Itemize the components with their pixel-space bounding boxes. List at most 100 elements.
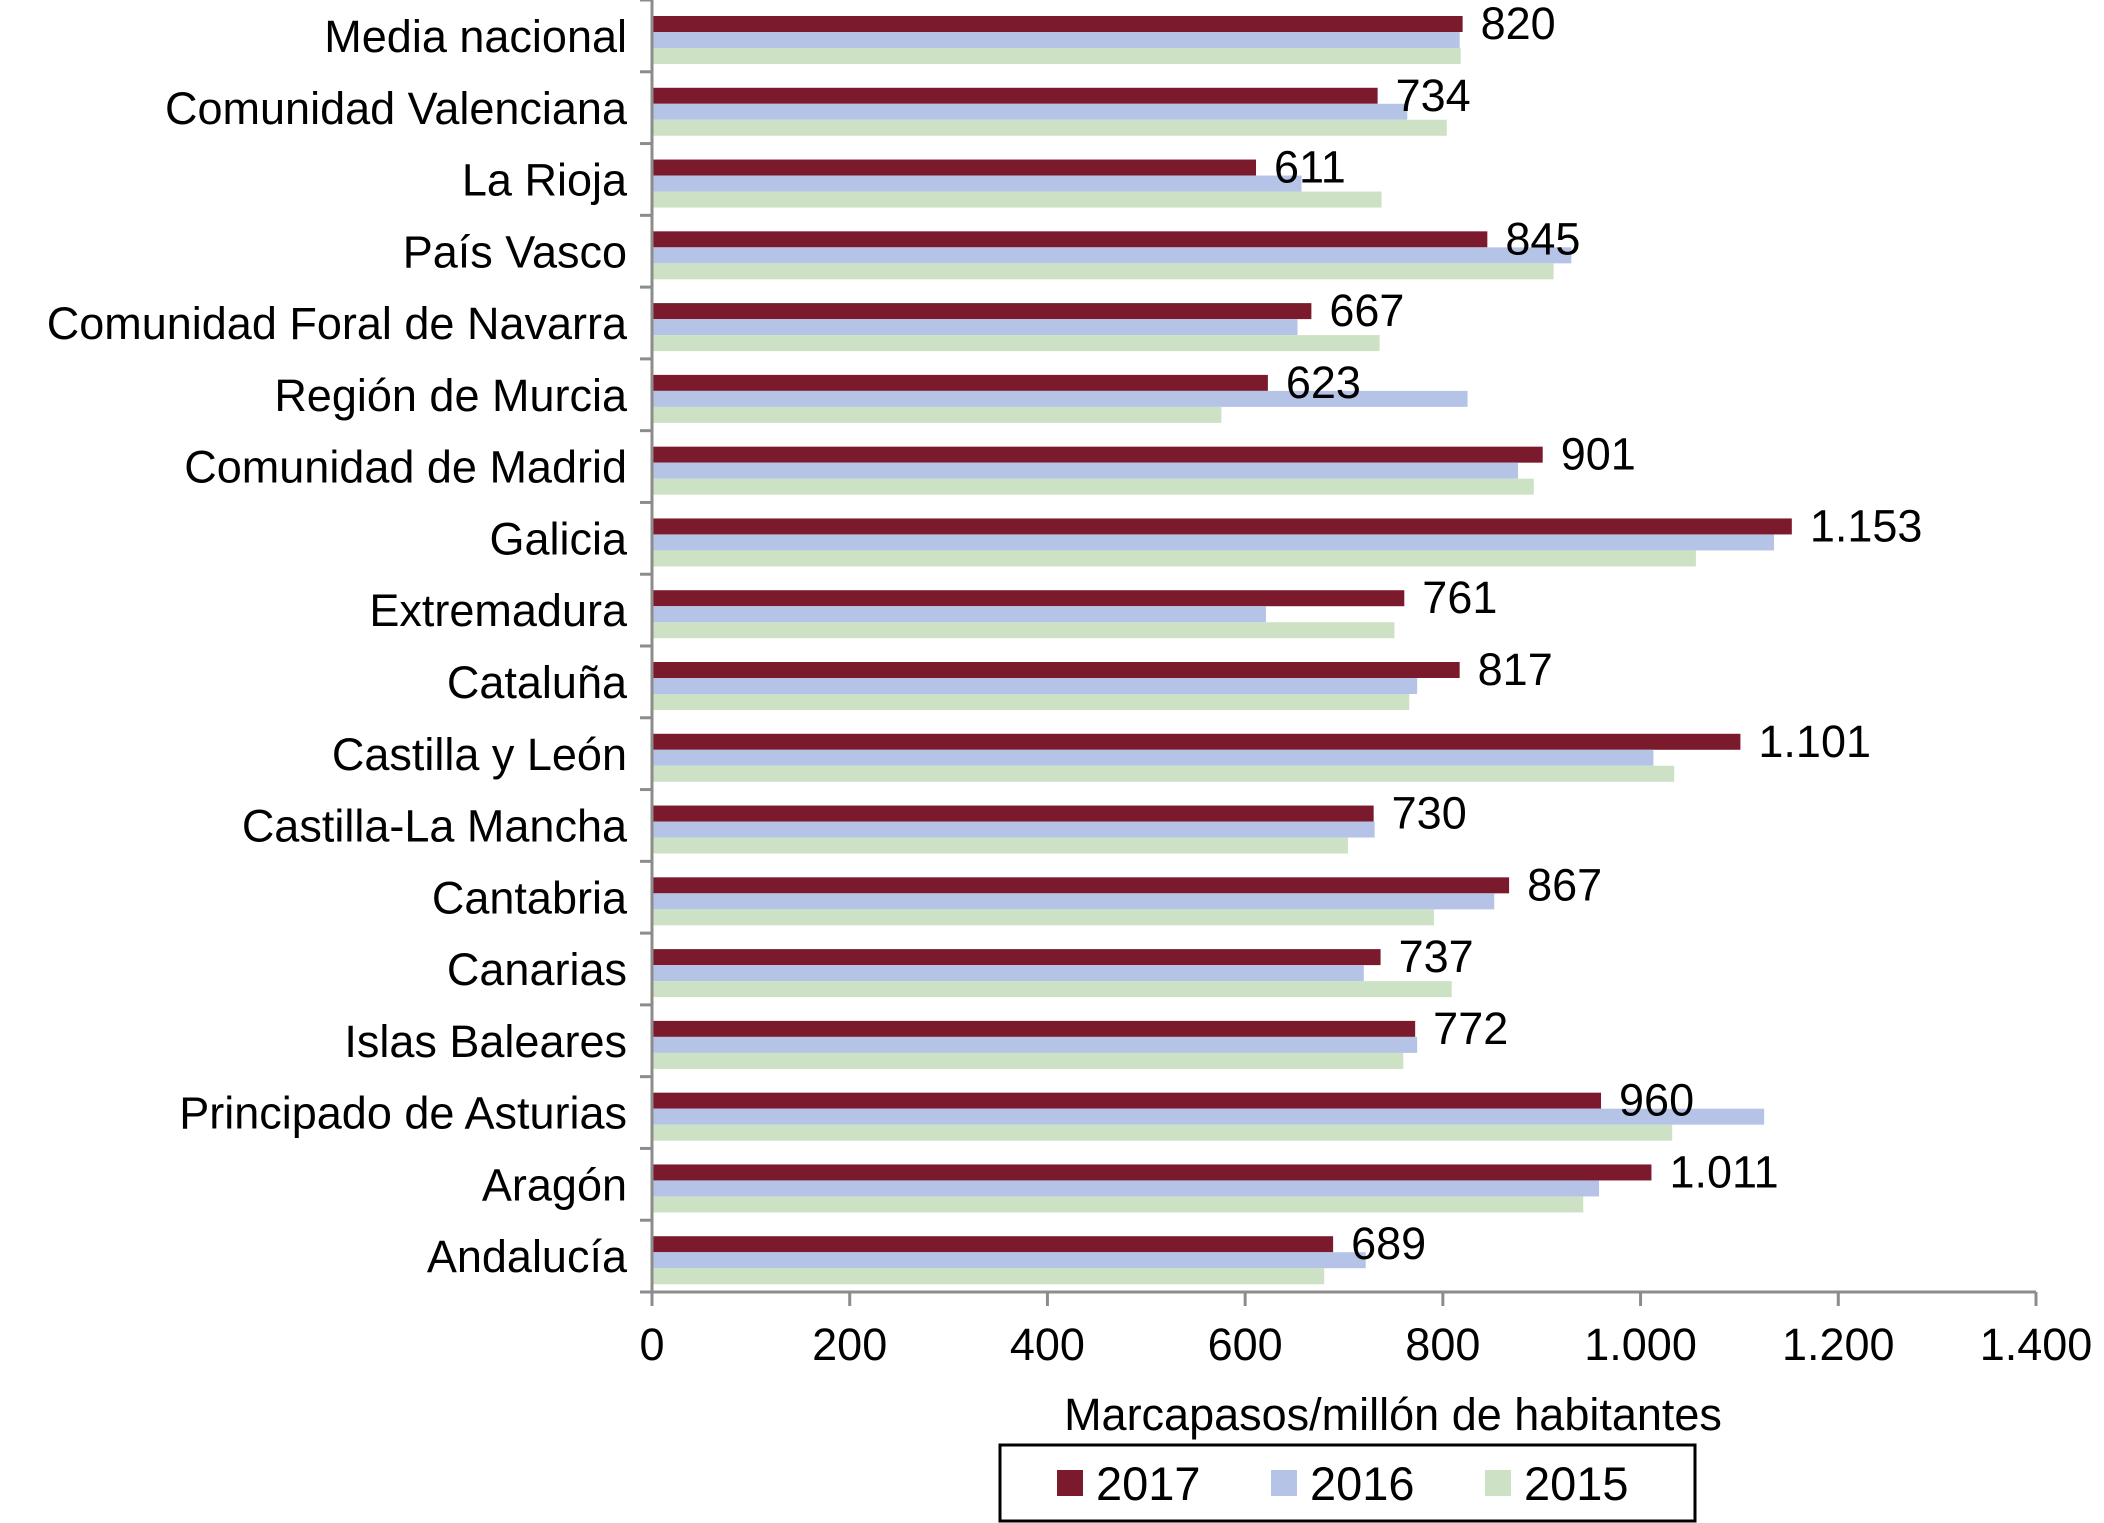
value-label-8: 761	[1422, 572, 1497, 623]
bar-2015-11	[652, 837, 1348, 854]
bar-2016-8	[652, 606, 1266, 623]
category-0-label: Media nacional	[324, 11, 627, 62]
bar-2017-3	[652, 231, 1488, 248]
bar-2015-9	[652, 694, 1410, 710]
category-3-label: País Vasco	[403, 226, 627, 277]
bar-2015-17	[652, 1268, 1325, 1285]
bar-2015-7	[652, 550, 1696, 567]
category-7-label: Galicia	[489, 513, 628, 564]
legend: 2017 2016 2015	[998, 1443, 1697, 1523]
bar-2016-11	[652, 821, 1375, 838]
bar-2016-6	[652, 462, 1518, 479]
bar-2015-8	[652, 622, 1395, 639]
legend-box	[998, 1443, 1697, 1523]
value-label-13: 737	[1399, 931, 1474, 982]
bar-2015-10	[652, 765, 1675, 782]
value-label-11: 730	[1392, 788, 1467, 839]
x-tick-label-4: 800	[1405, 1319, 1480, 1370]
value-label-4: 667	[1329, 285, 1404, 336]
bar-2017-9	[652, 662, 1460, 678]
category-9-label: Cataluña	[447, 657, 628, 708]
x-tick-label-0: 0	[639, 1319, 664, 1370]
x-tick-label-5: 1.000	[1584, 1319, 1697, 1370]
legend-swatch-2017	[1057, 1470, 1083, 1496]
value-label-2: 611	[1274, 142, 1346, 193]
bar-2016-1	[652, 103, 1408, 120]
bar-2017-2	[652, 159, 1257, 176]
category-13-label: Canarias	[447, 944, 627, 995]
bar-2015-16	[652, 1196, 1584, 1213]
bar-2017-17	[652, 1236, 1334, 1253]
bar-2017-13	[652, 949, 1381, 966]
bar-2016-2	[652, 175, 1302, 192]
bar-2016-16	[652, 1180, 1600, 1197]
legend-swatch-2016	[1271, 1470, 1297, 1496]
x-tick-label-2: 400	[1010, 1319, 1085, 1370]
category-11-label: Castilla-La Mancha	[242, 801, 628, 852]
bar-2017-10	[652, 733, 1741, 750]
x-tick-label-1: 200	[812, 1319, 887, 1370]
bar-2016-15	[652, 1108, 1765, 1125]
x-axis-title: Marcapasos/millón de habitantes	[1064, 1389, 1722, 1440]
value-label-7: 1.153	[1810, 500, 1923, 551]
bar-2017-6	[652, 446, 1543, 463]
bar-2015-12	[652, 909, 1434, 926]
legend-label-2017: 2017	[1096, 1457, 1201, 1510]
bar-2017-5	[652, 374, 1268, 391]
value-label-9: 817	[1478, 644, 1553, 695]
x-tick-label-7: 1.400	[1980, 1319, 2093, 1370]
bar-2017-12	[652, 877, 1510, 894]
value-label-10: 1.101	[1758, 716, 1871, 767]
legend-swatch-2015	[1485, 1470, 1511, 1496]
category-16-label: Aragón	[482, 1159, 627, 1210]
category-15-label: Principado de Asturias	[179, 1088, 627, 1139]
bar-2017-16	[652, 1164, 1652, 1181]
bar-2017-4	[652, 303, 1312, 320]
bar-2017-0	[652, 16, 1463, 32]
bar-2016-13	[652, 965, 1364, 982]
category-4-label: Comunidad Foral de Navarra	[47, 298, 628, 349]
value-label-12: 867	[1527, 859, 1602, 910]
bar-2016-0	[652, 32, 1460, 48]
bar-2016-14	[652, 1036, 1418, 1053]
axes-layer	[640, 0, 2038, 1306]
value-label-0: 820	[1481, 0, 1556, 49]
bar-2015-2	[652, 191, 1382, 208]
bar-2015-15	[652, 1124, 1673, 1141]
category-6-label: Comunidad de Madrid	[184, 442, 627, 493]
labels-layer: Media nacional 820 Comunidad Valenciana 734…	[47, 0, 2093, 1370]
bar-2016-9	[652, 678, 1418, 694]
legend-label-2015: 2015	[1524, 1457, 1629, 1510]
category-8-label: Extremadura	[369, 585, 628, 636]
value-label-3: 845	[1505, 213, 1580, 264]
category-5-label: Región de Murcia	[274, 370, 628, 421]
x-tick-label-3: 600	[1208, 1319, 1283, 1370]
category-2-label: La Rioja	[462, 155, 628, 206]
value-label-1: 734	[1396, 70, 1471, 121]
bar-2017-14	[652, 1020, 1416, 1037]
bar-2017-8	[652, 590, 1405, 607]
bar-2015-4	[652, 335, 1380, 352]
category-12-label: Cantabria	[432, 872, 628, 923]
bar-2016-3	[652, 247, 1572, 264]
bar-2016-17	[652, 1252, 1366, 1269]
value-label-16: 1.011	[1669, 1146, 1778, 1197]
category-14-label: Islas Baleares	[344, 1016, 627, 1067]
bar-2017-11	[652, 805, 1374, 822]
bar-2015-6	[652, 478, 1534, 495]
bar-2016-10	[652, 749, 1654, 766]
bar-2015-14	[652, 1052, 1404, 1069]
bar-2016-4	[652, 319, 1298, 336]
bar-2016-7	[652, 534, 1775, 551]
category-1-label: Comunidad Valenciana	[165, 83, 628, 134]
value-label-15: 960	[1619, 1075, 1694, 1126]
value-label-14: 772	[1433, 1003, 1508, 1054]
bar-2015-0	[652, 48, 1461, 64]
value-label-17: 689	[1351, 1218, 1426, 1269]
x-tick-label-6: 1.200	[1782, 1319, 1895, 1370]
legend-label-2016: 2016	[1310, 1457, 1415, 1510]
category-17-label: Andalucía	[427, 1231, 628, 1282]
bar-2017-7	[652, 518, 1792, 535]
value-label-6: 901	[1561, 429, 1636, 480]
